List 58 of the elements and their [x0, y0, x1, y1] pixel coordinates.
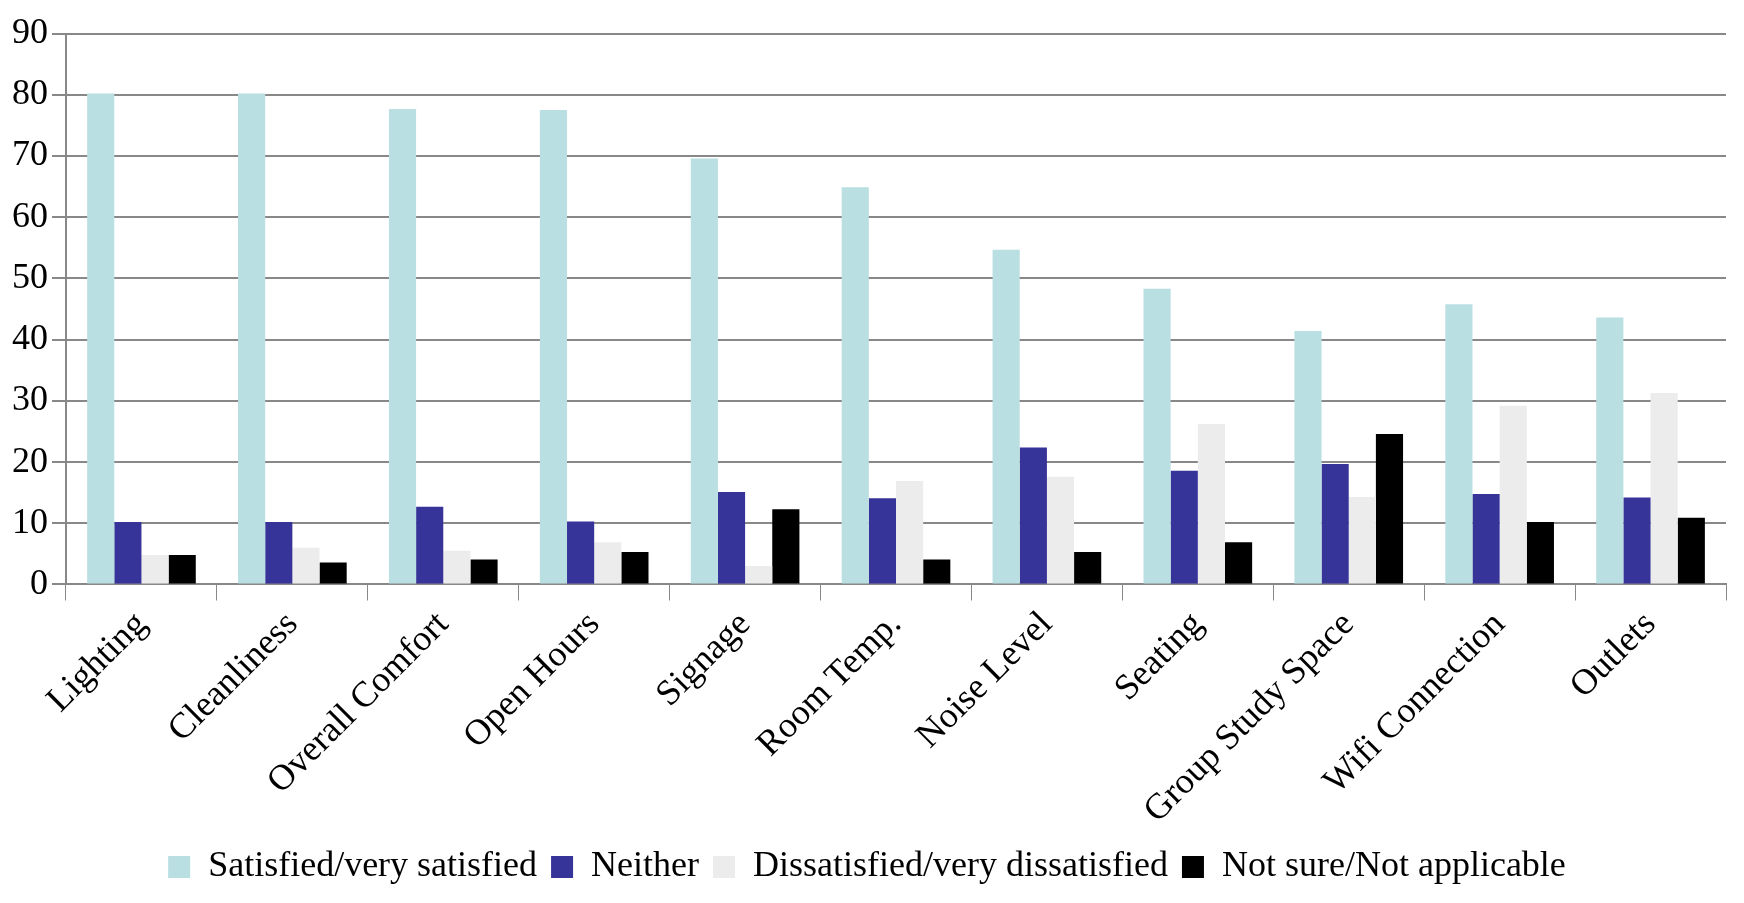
bar: [539, 110, 568, 584]
bar: [1499, 405, 1527, 584]
bar: [923, 559, 951, 584]
bar: [238, 93, 266, 584]
bar: [868, 498, 896, 584]
bar: [567, 521, 595, 584]
bar: [1650, 392, 1678, 584]
bar: [1170, 470, 1198, 584]
bar: [292, 547, 320, 584]
y-tick-label: 30: [12, 378, 48, 419]
bar: [992, 249, 1020, 584]
bar: [443, 550, 471, 584]
bar: [1526, 522, 1554, 584]
bar: [1677, 517, 1705, 584]
y-tick-label: 0: [30, 561, 48, 602]
bar: [1623, 497, 1651, 584]
bar: [896, 481, 924, 584]
bar: [772, 509, 800, 584]
bar: [1472, 493, 1500, 584]
legend-label: Satisfied/very satisfied: [208, 844, 538, 885]
bar: [1143, 288, 1171, 584]
legend-label: Not sure/Not applicable: [1221, 844, 1566, 885]
bar: [841, 187, 869, 584]
bar: [1046, 476, 1075, 584]
bar: [690, 158, 718, 584]
bar: [1321, 463, 1349, 584]
bar: [319, 562, 347, 584]
y-tick-label: 60: [12, 194, 48, 235]
bar: [1445, 304, 1473, 584]
bar: [114, 522, 142, 584]
bar: [87, 93, 115, 584]
bar: [1596, 317, 1624, 584]
y-tick-label: 40: [12, 317, 48, 358]
bar: [1197, 424, 1225, 584]
y-tick-label: 50: [12, 255, 48, 296]
legend-label: Dissatisfied/very dissatisfied: [753, 844, 1168, 885]
bar: [1019, 447, 1047, 584]
y-tick-label: 20: [12, 439, 48, 480]
bar: [1294, 331, 1322, 584]
bar: [1074, 552, 1102, 584]
bar: [1375, 433, 1404, 584]
legend-label: Neither: [591, 844, 700, 885]
bar: [1224, 542, 1253, 584]
bar: [745, 566, 773, 584]
bar: [621, 552, 649, 584]
bar: [416, 506, 444, 584]
bar: [265, 522, 293, 584]
bar: [388, 108, 417, 584]
bar: [717, 492, 746, 584]
bar: [1348, 496, 1376, 584]
bar: [594, 542, 622, 584]
bar: [470, 559, 498, 584]
bar: [168, 555, 196, 584]
y-tick-label: 90: [12, 11, 48, 52]
y-tick-label: 10: [12, 500, 48, 541]
y-tick-label: 70: [12, 133, 48, 174]
y-tick-label: 80: [12, 72, 48, 113]
bar: [141, 555, 169, 584]
